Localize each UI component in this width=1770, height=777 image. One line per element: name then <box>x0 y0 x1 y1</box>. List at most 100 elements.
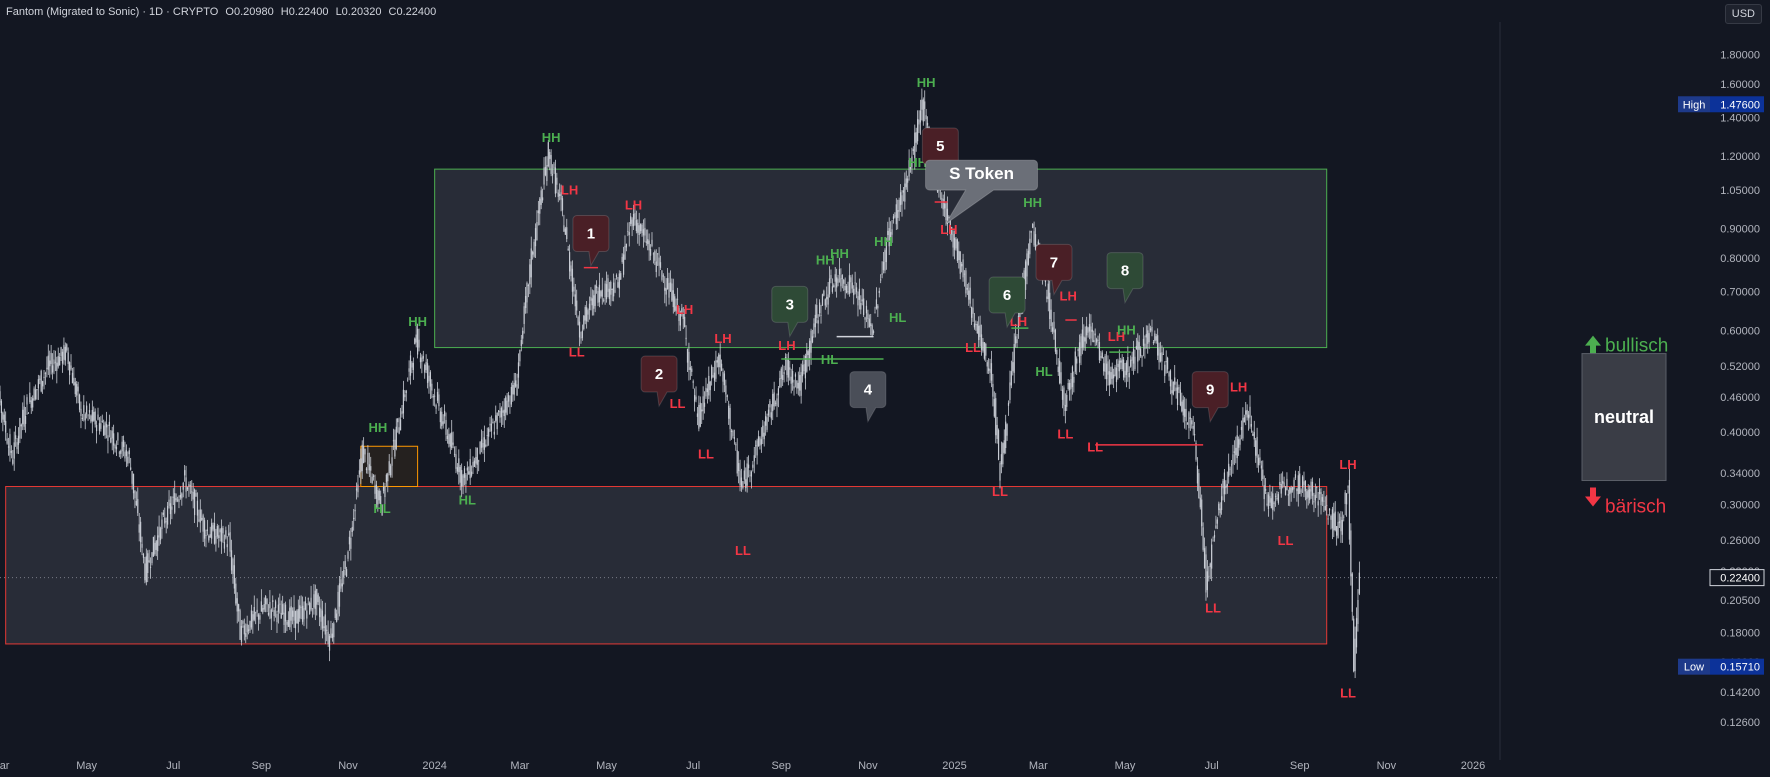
candle-body <box>384 486 386 498</box>
candle-body <box>492 421 494 424</box>
candle-body <box>71 372 74 384</box>
x-tick-label: 2025 <box>942 760 966 772</box>
symbol-title[interactable]: Fantom (Migrated to Sonic) · 1D · CRYPTO <box>6 6 219 18</box>
s-token-callout[interactable] <box>925 159 1039 225</box>
candle-body <box>83 405 85 413</box>
candle-body <box>1012 362 1014 372</box>
callout-badge[interactable] <box>1035 243 1073 296</box>
candle-body <box>601 289 603 297</box>
candle-body <box>344 560 346 570</box>
candle-body <box>1208 575 1210 577</box>
candle-body <box>1267 494 1270 509</box>
candle-body <box>1186 423 1189 425</box>
candle-body <box>466 467 468 471</box>
candle-body <box>120 450 122 454</box>
candle-body <box>1179 389 1181 406</box>
candle-body <box>441 411 443 427</box>
candle-body <box>387 473 389 482</box>
neutral-box[interactable] <box>1581 353 1667 482</box>
candle-body <box>701 409 703 412</box>
candle-body <box>551 174 554 176</box>
candle-body <box>992 383 994 397</box>
candle-body <box>614 290 616 292</box>
candle-body <box>708 375 710 396</box>
callout-badge[interactable] <box>771 285 809 338</box>
candle-body <box>1000 454 1003 465</box>
candle-body <box>863 298 865 316</box>
candle-body <box>178 498 180 503</box>
candle-body <box>1269 496 1271 503</box>
candle-body <box>486 435 488 436</box>
candle-body <box>559 194 561 197</box>
callout-badge[interactable] <box>640 355 678 408</box>
candle-body <box>685 337 687 340</box>
candle-body <box>786 358 788 376</box>
candle-body <box>982 341 984 351</box>
candle-body <box>47 355 49 370</box>
candle-body <box>1165 360 1167 363</box>
callout-badge[interactable] <box>849 371 887 424</box>
candle-body <box>301 605 304 622</box>
candle-body <box>618 273 620 289</box>
candle-body <box>1311 481 1314 496</box>
candle-body <box>438 394 440 407</box>
candle-body <box>747 464 750 469</box>
candle-body <box>1292 486 1294 491</box>
candle-body <box>634 212 636 220</box>
candle-body <box>1121 359 1123 370</box>
candle-body <box>284 604 287 622</box>
callout-badge[interactable] <box>1106 252 1144 305</box>
candle-body <box>529 264 531 285</box>
candle-body <box>470 471 473 476</box>
candle-body <box>340 579 342 589</box>
candle-body <box>196 500 199 516</box>
x-tick-label: Nov <box>858 760 878 772</box>
candle-body <box>1333 513 1335 531</box>
candle-body <box>951 227 953 235</box>
candle-body <box>912 149 914 151</box>
candle-body <box>725 385 727 395</box>
candle-body <box>1203 548 1206 569</box>
candle-body <box>681 308 683 313</box>
candle-body <box>1323 500 1325 502</box>
candle-body <box>13 442 15 459</box>
bearish-zone[interactable] <box>5 486 1328 645</box>
candle-body <box>924 101 926 109</box>
candle-body <box>1212 540 1214 542</box>
candle-body <box>811 336 814 343</box>
candle-body <box>1206 571 1208 591</box>
callout-badge[interactable] <box>572 215 610 268</box>
candle-body <box>557 192 559 197</box>
candle-body <box>421 357 423 362</box>
candle-body <box>830 275 832 279</box>
candle-body <box>581 330 583 338</box>
pivot-label-ll: LL <box>1087 440 1103 455</box>
candle-body <box>125 450 128 457</box>
candle-body <box>1191 420 1193 425</box>
candle-body <box>1095 339 1098 343</box>
candle-body <box>98 423 101 431</box>
candle-body <box>718 354 720 368</box>
candle-body <box>978 325 980 340</box>
candle-body <box>1327 518 1329 520</box>
callout-badge[interactable] <box>988 276 1026 329</box>
candle-body <box>218 535 220 539</box>
candle-body <box>1341 519 1343 535</box>
pivot-label-ll: LL <box>1205 600 1221 615</box>
callout-badge[interactable] <box>1191 371 1229 424</box>
candle-body <box>843 279 845 284</box>
candle-body <box>904 183 906 202</box>
candle-body <box>1182 399 1184 416</box>
callout-number: 9 <box>1206 382 1214 399</box>
bullish-label: bullisch <box>1605 336 1668 357</box>
candle-body <box>419 357 422 363</box>
arrow-up-icon <box>1585 335 1601 355</box>
candle-body <box>1222 480 1224 489</box>
candle-body <box>1297 475 1299 495</box>
price-badge-value: 0.15710 <box>1720 662 1760 674</box>
currency-button[interactable]: USD <box>1724 4 1762 24</box>
candle-body <box>547 142 549 167</box>
candle-body <box>485 444 487 447</box>
